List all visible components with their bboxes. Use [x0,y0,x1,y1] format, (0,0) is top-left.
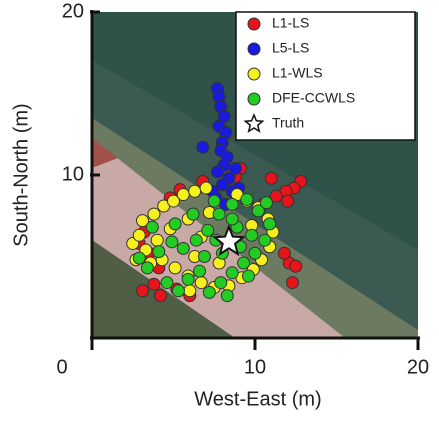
point [137,285,149,297]
point [190,234,202,246]
point [184,285,196,297]
point [148,278,160,290]
legend-label: Truth [272,115,304,131]
legend-marker [248,18,260,30]
point [282,195,294,207]
legend-label: DFE-CCWLS [272,90,355,106]
chart: West-East (m) South-North (m) L1-LS L5-LS… [0,0,439,416]
y-tick-label: 20 [62,0,84,22]
point [169,262,181,274]
point [242,270,254,282]
point [212,166,224,178]
point [153,246,165,258]
point [169,218,181,230]
legend-marker [248,43,260,55]
point [154,290,166,302]
point [229,162,241,174]
x-tick-label: 0 [56,356,67,378]
y-axis-label: South-North (m) [10,103,32,246]
page: {"chart_data": { "type": "scatter", "x_l… [0,0,439,416]
point [133,252,145,264]
point [246,229,258,241]
y-tick-label: 10 [62,163,84,185]
legend-marker [248,68,260,80]
point [198,251,210,263]
point [249,247,261,259]
point [213,208,225,220]
point [226,267,238,279]
point [264,218,276,230]
legend-marker [248,93,260,105]
point [166,236,178,248]
point [189,185,201,197]
point [221,290,233,302]
legend: L1-LS L5-LS L1-WLS DFE-CCWLS Truth [236,12,415,140]
point [278,247,290,259]
point [260,197,272,209]
point [238,257,250,269]
point [146,221,158,233]
point [200,182,212,194]
x-tick-label: 10 [244,356,266,378]
point [286,277,298,289]
point [202,224,214,236]
legend-label: L5-LS [272,40,309,56]
point [226,213,238,225]
point [151,234,163,246]
legend-label: L1-LS [272,15,309,31]
point [177,242,189,254]
point [187,208,199,220]
point [215,277,227,289]
point [148,208,160,220]
point [161,277,173,289]
point [241,193,253,205]
point [208,195,220,207]
point [290,260,302,272]
x-axis-label: West-East (m) [194,388,321,410]
point [172,285,184,297]
point [259,234,271,246]
x-tick-label: 20 [407,356,429,378]
legend-label: L1-WLS [272,65,323,81]
point [197,141,209,153]
point [203,286,215,298]
point [226,198,238,210]
point [195,277,207,289]
point [133,229,145,241]
point [177,189,189,201]
point [265,172,277,184]
point [141,262,153,274]
point [194,265,206,277]
point [182,273,194,285]
